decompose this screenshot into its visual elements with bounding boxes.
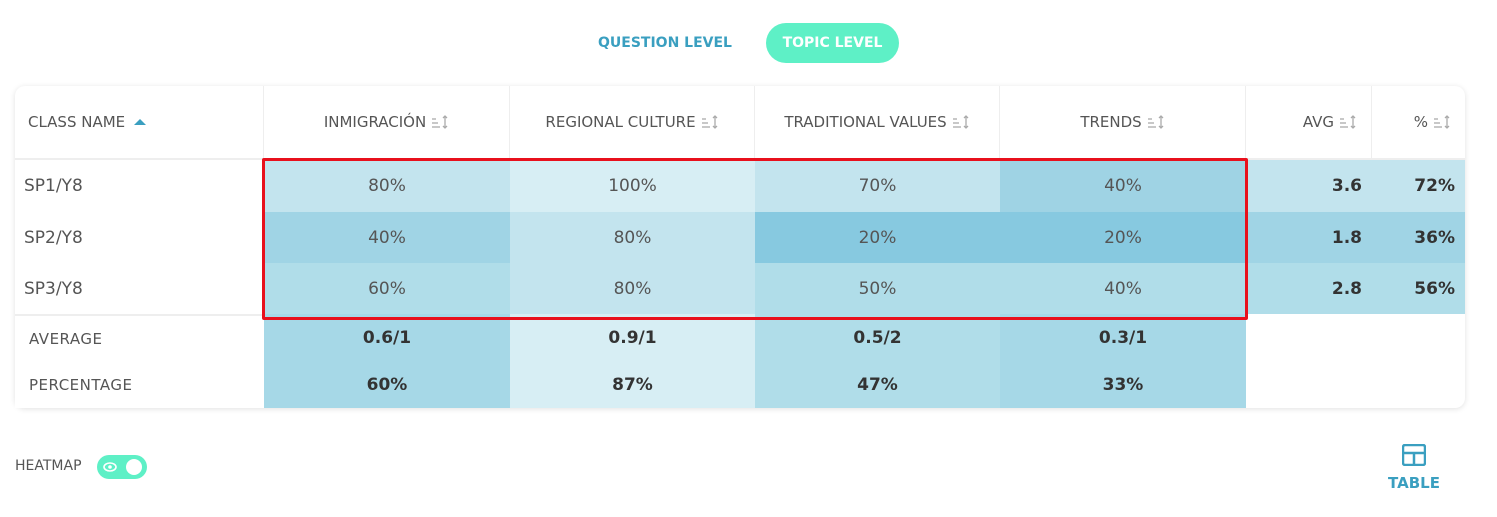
sort-icon bbox=[1434, 115, 1450, 129]
table-icon bbox=[1401, 443, 1427, 467]
score-cell: 100% bbox=[510, 160, 755, 212]
sort-icon bbox=[701, 115, 718, 129]
footer-cell: 33% bbox=[1000, 362, 1246, 408]
score-cell: 40% bbox=[1000, 160, 1246, 212]
footer-cell-text: 0.5/2 bbox=[853, 328, 902, 348]
column-header-text: TRENDS bbox=[1080, 113, 1142, 131]
column-header[interactable]: INMIGRACIÓN bbox=[264, 86, 510, 160]
score-cell-text: 2.8 bbox=[1331, 278, 1362, 299]
column-header[interactable]: TRADITIONAL VALUES bbox=[755, 86, 1000, 160]
score-cell: 20% bbox=[755, 212, 1000, 263]
class-name-text: SP2/Y8 bbox=[24, 227, 83, 248]
score-cell: 70% bbox=[755, 160, 1000, 212]
score-cell-text: 100% bbox=[608, 176, 657, 196]
question-level-tab[interactable]: QUESTION LEVEL bbox=[598, 35, 732, 51]
footer-cell: 0.9/1 bbox=[510, 314, 755, 362]
toggle-icon bbox=[103, 459, 142, 475]
topic-level-tab[interactable]: TOPIC LEVEL bbox=[766, 23, 899, 63]
score-cell-text: 40% bbox=[1104, 176, 1142, 196]
column-header-text: TRADITIONAL VALUES bbox=[784, 113, 947, 131]
class-name-text: SP3/Y8 bbox=[24, 278, 83, 299]
footer-cell: 87% bbox=[510, 362, 755, 408]
footer-cell-text: 33% bbox=[1102, 375, 1144, 395]
score-cell: 1.8 bbox=[1246, 212, 1372, 263]
score-cell: 3.6 bbox=[1246, 160, 1372, 212]
footer-label: AVERAGE bbox=[15, 314, 264, 362]
column-header[interactable]: REGIONAL CULTURE bbox=[510, 86, 755, 160]
column-header[interactable]: TRENDS bbox=[1000, 86, 1246, 160]
footer-cell-text: 47% bbox=[857, 375, 898, 395]
footer-cell: 0.5/2 bbox=[755, 314, 1000, 362]
score-cell: 2.8 bbox=[1246, 263, 1372, 314]
score-cell: 50% bbox=[755, 263, 1000, 314]
footer-cell-text: 60% bbox=[366, 375, 408, 395]
score-cell-text: 40% bbox=[1104, 278, 1142, 299]
column-header-text: % bbox=[1413, 113, 1428, 131]
column-header[interactable]: CLASS NAME bbox=[15, 86, 264, 160]
score-cell-text: 36% bbox=[1414, 227, 1455, 248]
class-name: SP1/Y8 bbox=[15, 160, 264, 212]
score-cell-text: 3.6 bbox=[1331, 176, 1362, 196]
score-cell-text: 70% bbox=[858, 176, 897, 196]
class-name: SP3/Y8 bbox=[15, 263, 264, 314]
score-cell: 80% bbox=[264, 160, 510, 212]
footer-label-text: AVERAGE bbox=[29, 330, 103, 348]
score-cell: 56% bbox=[1372, 263, 1465, 314]
score-cell: 60% bbox=[264, 263, 510, 314]
score-cell: 80% bbox=[510, 212, 755, 263]
footer-cell-text: 0.6/1 bbox=[362, 328, 412, 348]
score-cell-text: 80% bbox=[368, 176, 406, 196]
heatmap-toggle[interactable] bbox=[97, 455, 147, 479]
column-header-text: INMIGRACIÓN bbox=[323, 113, 427, 131]
score-cell-text: 80% bbox=[613, 278, 652, 299]
highlight-box bbox=[262, 158, 1248, 320]
score-cell: 20% bbox=[1000, 212, 1246, 263]
score-cell-text: 20% bbox=[1104, 227, 1142, 248]
score-cell-text: 1.8 bbox=[1331, 227, 1362, 248]
score-cell: 80% bbox=[510, 263, 755, 314]
score-cell-text: 20% bbox=[858, 227, 897, 248]
score-cell-text: 80% bbox=[613, 227, 652, 248]
heatmap-label: HEATMAP bbox=[15, 458, 82, 474]
footer-cell: 0.6/1 bbox=[264, 314, 510, 362]
footer-cell: 47% bbox=[755, 362, 1000, 408]
footer-label-text: PERCENTAGE bbox=[29, 376, 133, 394]
score-cell: 40% bbox=[1000, 263, 1246, 314]
sort-icon bbox=[432, 115, 448, 129]
sort-icon bbox=[1147, 115, 1164, 129]
class-name-text: SP1/Y8 bbox=[24, 176, 83, 196]
table-view-label: TABLE bbox=[1388, 474, 1440, 492]
score-cell-text: 72% bbox=[1414, 176, 1455, 196]
column-header-text: CLASS NAME bbox=[28, 113, 126, 131]
footer-cell-text: 87% bbox=[612, 375, 653, 395]
footer-cell: 60% bbox=[264, 362, 510, 408]
footer-cell-text: 0.9/1 bbox=[608, 328, 657, 348]
footer-label: PERCENTAGE bbox=[15, 362, 264, 408]
score-cell: 36% bbox=[1372, 212, 1465, 263]
sort-icon bbox=[1340, 115, 1356, 129]
class-name: SP2/Y8 bbox=[15, 212, 264, 263]
score-cell: 40% bbox=[264, 212, 510, 263]
column-header-text: REGIONAL CULTURE bbox=[545, 113, 696, 131]
score-cell-text: 40% bbox=[368, 227, 406, 248]
table-view-button[interactable]: TABLE bbox=[1380, 443, 1448, 492]
footer-cell: 0.3/1 bbox=[1000, 314, 1246, 362]
footer-cell-text: 0.3/1 bbox=[1098, 328, 1148, 348]
sort-asc-icon bbox=[134, 119, 147, 125]
score-cell-text: 50% bbox=[858, 278, 897, 299]
score-cell-text: 56% bbox=[1414, 278, 1455, 299]
score-cell: 72% bbox=[1372, 160, 1465, 212]
column-header-text: AVG bbox=[1302, 113, 1334, 131]
column-header[interactable]: % bbox=[1372, 86, 1465, 160]
score-cell-text: 60% bbox=[368, 278, 406, 299]
column-header[interactable]: AVG bbox=[1246, 86, 1372, 160]
sort-icon bbox=[952, 115, 969, 129]
